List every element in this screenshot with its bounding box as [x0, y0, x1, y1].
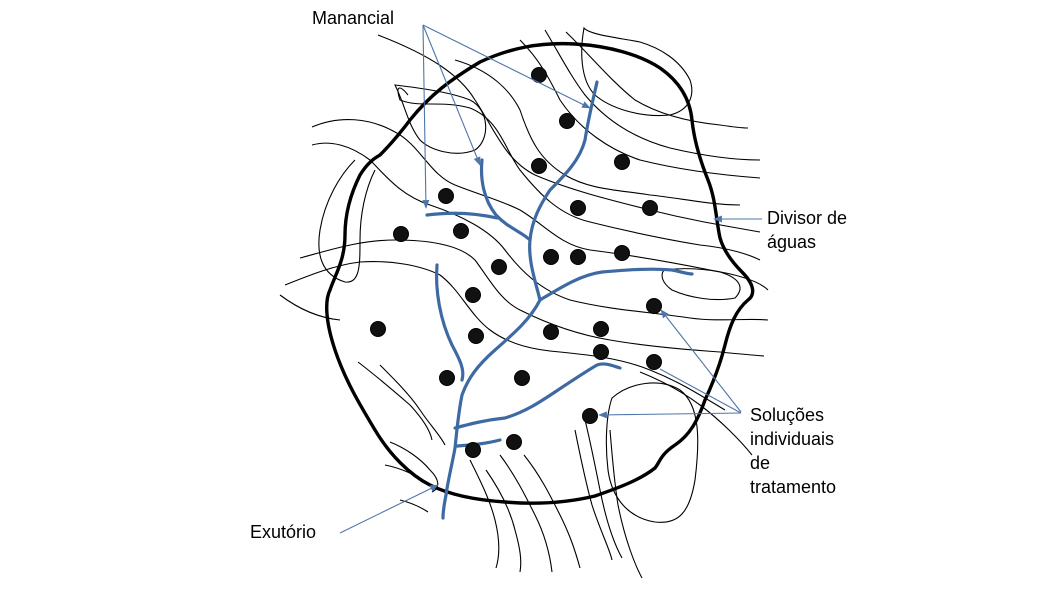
treatment-unit-dot [506, 434, 522, 450]
contour-line [584, 419, 623, 559]
treatment-unit-dot [646, 298, 662, 314]
divisor-label-line1: Divisor de [767, 208, 848, 228]
contour-line [499, 454, 553, 573]
river-tributary [435, 263, 465, 382]
treatment-unit-dot [514, 370, 530, 386]
treatment-unit-dot [570, 249, 586, 265]
treatment-unit-dot [453, 223, 469, 239]
treatment-unit-dot [465, 287, 481, 303]
manancial-arrow-1 [422, 24, 430, 209]
watershed-divide [325, 41, 755, 505]
contour-line [299, 239, 765, 357]
solucoes-label-line4: tratamento [750, 477, 837, 497]
contour-line [469, 459, 500, 569]
contour-line [394, 84, 487, 154]
treatment-unit-dot [468, 328, 484, 344]
treatment-unit-dot [465, 442, 481, 458]
solucoes-arrow-1 [660, 309, 742, 413]
manancial-label: Manancial [312, 8, 395, 28]
treatment-unit-dot [531, 158, 547, 174]
treatment-unit-dot [642, 200, 658, 216]
contour-line [311, 118, 769, 291]
contour-line [379, 364, 446, 446]
treatment-unit-dot [593, 321, 609, 337]
contour-lines [279, 26, 769, 579]
contour-line [565, 31, 749, 129]
annotation-arrows [339, 24, 762, 534]
contour-line [311, 142, 769, 321]
contour-line [318, 159, 376, 283]
exutorio-arrow [339, 484, 439, 534]
divisor-label-line2: águas [767, 232, 817, 252]
solucoes-label-line2: individuais [750, 429, 835, 449]
river-tributary [453, 362, 622, 430]
manancial-arrow-3 [422, 24, 591, 109]
contour-line [661, 268, 741, 301]
treatment-unit-dot [543, 324, 559, 340]
treatment-unit-dot [582, 408, 598, 424]
river-tributary [425, 211, 499, 220]
river-tributary [479, 158, 532, 242]
river-tributary [538, 267, 694, 302]
contour-line [605, 382, 699, 523]
treatment-unit-dot [439, 370, 455, 386]
treatment-unit-dot [543, 249, 559, 265]
contour-line [544, 29, 761, 161]
treatment-unit-dot [614, 154, 630, 170]
treatment-unit-dot [593, 344, 609, 360]
river-main-channel [441, 80, 599, 520]
contour-line [523, 454, 581, 569]
exutorio-label: Exutório [250, 522, 317, 542]
contour-line [581, 26, 693, 117]
contour-line [357, 361, 433, 441]
treatment-unit-dot [646, 354, 662, 370]
treatment-unit-dot [559, 113, 575, 129]
contour-line [639, 371, 753, 456]
treatment-unit-dot [614, 245, 630, 261]
treatment-unit-dot [393, 226, 409, 242]
contour-line [399, 499, 429, 513]
solucoes-arrow-3 [659, 368, 742, 414]
treatment-unit-dot [491, 259, 507, 275]
treatment-unit-dot [438, 188, 454, 204]
treatment-unit-dot [370, 321, 386, 337]
treatment-units [370, 67, 662, 458]
solucoes-arrow-2 [598, 411, 742, 419]
contour-line [284, 261, 726, 411]
contour-line [574, 429, 613, 561]
solucoes-label-line1: Soluções [750, 405, 825, 425]
contour-line [279, 294, 341, 321]
manancial-arrow-2 [422, 24, 481, 166]
contour-line [485, 469, 522, 573]
treatment-unit-dot [570, 200, 586, 216]
contour-line [609, 429, 643, 579]
solucoes-label-line3: de [750, 453, 771, 473]
